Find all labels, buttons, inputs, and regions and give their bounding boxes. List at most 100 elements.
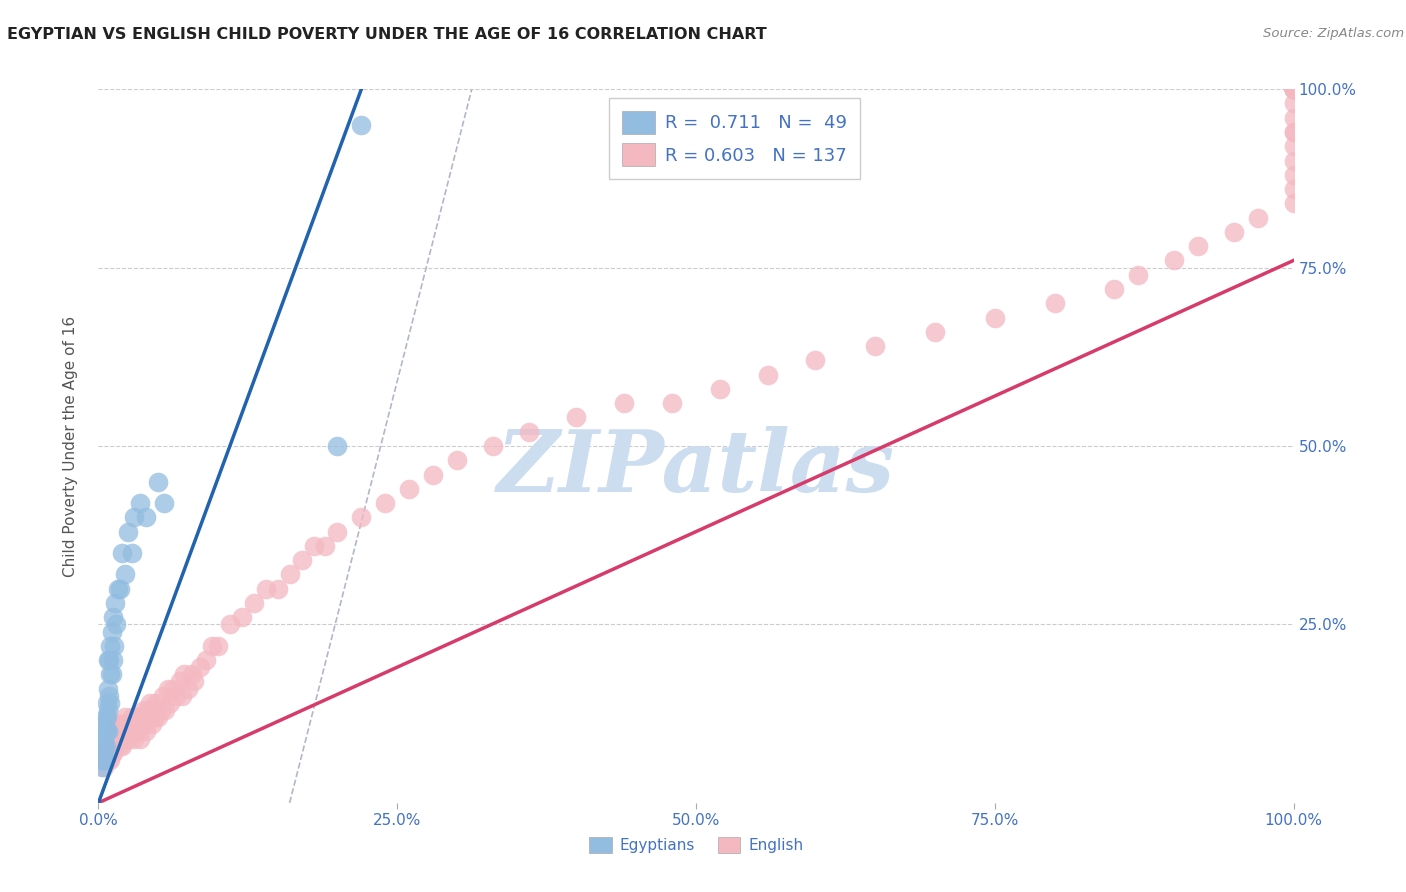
Point [143, 710, 166, 724]
Point [254, 582, 277, 596]
Point [101, 653, 124, 667]
Point [127, 710, 149, 724]
Point [302, 539, 325, 553]
Point [1282, 196, 1305, 211]
Point [1163, 253, 1185, 268]
Point [93, 739, 115, 753]
Point [111, 717, 134, 731]
Point [984, 310, 1007, 325]
Point [142, 703, 165, 717]
Point [1282, 82, 1305, 96]
Point [1282, 82, 1305, 96]
Point [1282, 82, 1305, 96]
Point [114, 710, 136, 724]
Y-axis label: Child Poverty Under the Age of 16: Child Poverty Under the Age of 16 [63, 316, 77, 576]
Point [98, 746, 121, 760]
Point [117, 731, 139, 746]
Point [165, 689, 187, 703]
Point [1282, 82, 1305, 96]
Point [1282, 82, 1305, 96]
Point [1282, 82, 1305, 96]
Point [121, 546, 143, 560]
Point [141, 717, 163, 731]
Point [103, 639, 125, 653]
Point [446, 453, 468, 467]
Point [94, 739, 117, 753]
Point [114, 724, 136, 739]
Point [108, 717, 131, 731]
Point [122, 724, 145, 739]
Point [135, 724, 157, 739]
Point [1282, 82, 1305, 96]
Point [132, 703, 155, 717]
Point [124, 717, 146, 731]
Point [129, 496, 152, 510]
Point [153, 496, 176, 510]
Point [131, 710, 153, 724]
Point [96, 696, 118, 710]
Point [129, 731, 152, 746]
Point [1282, 82, 1305, 96]
Point [350, 118, 373, 132]
Point [231, 610, 253, 624]
Point [1043, 296, 1066, 310]
Point [98, 739, 122, 753]
Point [97, 753, 120, 767]
Point [173, 667, 195, 681]
Point [91, 739, 114, 753]
Point [159, 696, 181, 710]
Point [422, 467, 444, 482]
Point [1282, 82, 1305, 96]
Point [756, 368, 779, 382]
Point [103, 739, 125, 753]
Point [97, 724, 120, 739]
Point [103, 724, 125, 739]
Point [104, 717, 127, 731]
Point [94, 724, 117, 739]
Point [1282, 82, 1305, 96]
Point [98, 696, 122, 710]
Point [108, 739, 131, 753]
Point [100, 731, 122, 746]
Point [1282, 82, 1305, 96]
Point [148, 475, 170, 489]
Point [93, 760, 115, 774]
Point [195, 653, 218, 667]
Point [91, 746, 114, 760]
Point [155, 703, 177, 717]
Point [326, 439, 349, 453]
Point [315, 539, 337, 553]
Point [183, 674, 205, 689]
Point [131, 717, 153, 731]
Point [111, 739, 134, 753]
Point [118, 717, 141, 731]
Point [243, 596, 266, 610]
Point [93, 731, 115, 746]
Point [172, 689, 194, 703]
Point [136, 703, 159, 717]
Point [121, 710, 143, 724]
Point [924, 325, 946, 339]
Point [149, 703, 172, 717]
Point [398, 482, 420, 496]
Point [101, 746, 124, 760]
Point [100, 624, 122, 639]
Point [105, 739, 128, 753]
Point [91, 731, 114, 746]
Point [104, 596, 127, 610]
Point [91, 724, 114, 739]
Point [107, 582, 129, 596]
Point [1282, 82, 1305, 96]
Point [98, 639, 122, 653]
Point [112, 731, 135, 746]
Point [96, 746, 118, 760]
Point [96, 724, 118, 739]
Point [278, 567, 301, 582]
Text: EGYPTIAN VS ENGLISH CHILD POVERTY UNDER THE AGE OF 16 CORRELATION CHART: EGYPTIAN VS ENGLISH CHILD POVERTY UNDER … [7, 27, 766, 42]
Point [804, 353, 827, 368]
Point [565, 410, 588, 425]
Point [709, 382, 731, 396]
Point [145, 696, 167, 710]
Point [326, 524, 349, 539]
Point [120, 724, 142, 739]
